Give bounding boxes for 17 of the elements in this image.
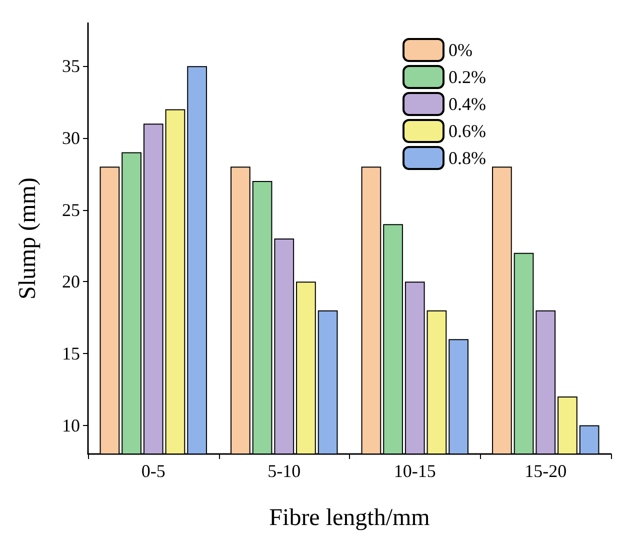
- legend-label: 0.4%: [448, 94, 486, 114]
- legend-label: 0%: [448, 40, 473, 60]
- y-tick-label: 15: [62, 343, 80, 364]
- x-tick-label: 10-15: [394, 461, 436, 481]
- y-tick-label: 20: [62, 272, 80, 292]
- x-tick-label: 15-20: [524, 461, 567, 481]
- legend-label: 0.2%: [448, 67, 486, 87]
- legend-label: 0.6%: [448, 121, 486, 141]
- legend-label: 0.8%: [448, 148, 486, 168]
- x-axis-title: Fibre length/mm: [269, 505, 430, 531]
- x-tick-label: 0-5: [141, 461, 166, 481]
- y-tick-label: 25: [62, 200, 80, 220]
- y-tick-label: 30: [62, 128, 80, 148]
- x-tick-label: 5-10: [268, 461, 301, 481]
- y-axis-title: Slump (mm): [15, 177, 41, 300]
- y-tick-label: 35: [62, 56, 80, 76]
- y-tick-label: 10: [62, 415, 80, 436]
